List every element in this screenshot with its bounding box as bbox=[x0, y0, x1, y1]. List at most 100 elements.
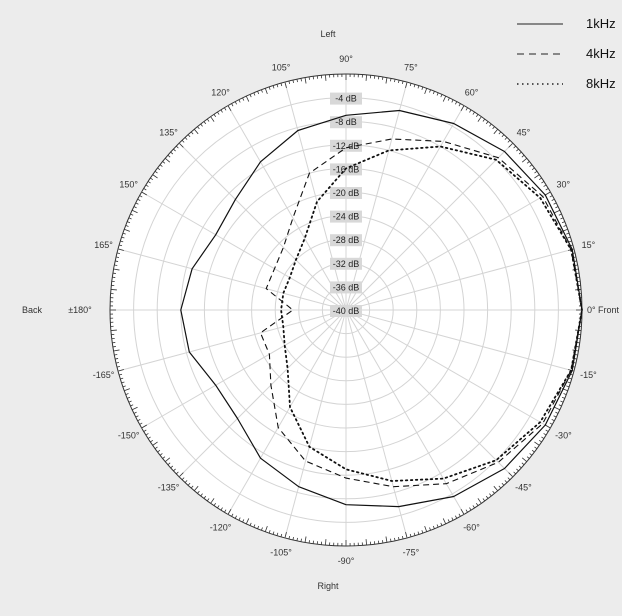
angle-tick bbox=[276, 532, 279, 536]
angle-tick bbox=[472, 505, 475, 509]
angle-tick bbox=[365, 74, 367, 81]
angle-tick bbox=[492, 490, 495, 494]
grid-spoke bbox=[117, 309, 347, 372]
angle-tick bbox=[432, 91, 435, 95]
angle-tick bbox=[561, 396, 565, 399]
angle-tick bbox=[193, 485, 199, 492]
angle-tick bbox=[429, 527, 431, 531]
db-label: -24 dB bbox=[333, 212, 360, 222]
angle-tick bbox=[127, 221, 131, 224]
angle-tick bbox=[501, 482, 505, 486]
angle-tick bbox=[220, 109, 223, 113]
angle-tick bbox=[390, 78, 392, 82]
angle-tick bbox=[560, 400, 564, 403]
angle-tick bbox=[242, 97, 245, 101]
angle-tick bbox=[120, 240, 124, 243]
angle-tick bbox=[120, 377, 124, 380]
angle-tick bbox=[128, 217, 132, 220]
angle-label: 135° bbox=[159, 128, 178, 138]
angle-tick bbox=[531, 449, 535, 453]
angle-tick bbox=[417, 85, 420, 89]
series-line-8khz bbox=[280, 145, 583, 482]
angle-tick bbox=[541, 436, 545, 439]
db-label: -32 dB bbox=[333, 259, 360, 269]
angle-tick bbox=[137, 419, 141, 422]
angle-label: -75° bbox=[403, 547, 420, 557]
angle-tick bbox=[551, 419, 555, 422]
angle-tick bbox=[115, 256, 120, 258]
grid-spoke bbox=[345, 309, 575, 372]
angle-tick bbox=[284, 81, 287, 88]
angle-tick bbox=[447, 519, 450, 523]
angle-tick bbox=[560, 217, 564, 220]
angle-tick bbox=[213, 114, 217, 118]
angle-tick bbox=[137, 198, 141, 201]
angle-tick bbox=[175, 471, 179, 475]
series-layer bbox=[180, 109, 583, 508]
angle-tick bbox=[131, 209, 138, 214]
angle-tick bbox=[249, 94, 252, 98]
angle-tick bbox=[130, 404, 134, 407]
angle-tick bbox=[516, 468, 519, 472]
angle-tick bbox=[150, 177, 154, 181]
angle-tick bbox=[405, 81, 408, 88]
angle-tick bbox=[394, 537, 396, 541]
angle-tick bbox=[227, 508, 232, 515]
angle-tick bbox=[114, 264, 118, 266]
angle-tick bbox=[143, 188, 147, 191]
angle-tick bbox=[115, 260, 119, 262]
angle-tick bbox=[498, 131, 502, 135]
angle-tick bbox=[292, 79, 294, 84]
angle-tick bbox=[143, 429, 147, 432]
angle-tick bbox=[159, 453, 163, 456]
angle-tick bbox=[114, 354, 118, 356]
angle-tick bbox=[558, 404, 562, 407]
angle-label: -120° bbox=[210, 522, 232, 532]
angle-tick bbox=[405, 532, 408, 539]
grid-spoke bbox=[284, 81, 347, 311]
grid-spoke bbox=[345, 142, 514, 311]
angle-label: -90° bbox=[338, 556, 355, 566]
angle-tick bbox=[162, 456, 166, 459]
angle-tick bbox=[280, 533, 283, 537]
angle-tick bbox=[261, 89, 263, 93]
angle-tick bbox=[164, 457, 171, 463]
angle-tick bbox=[117, 248, 124, 251]
grid-spoke bbox=[117, 248, 347, 311]
angle-tick bbox=[549, 422, 553, 425]
angle-tick bbox=[436, 92, 439, 96]
angle-tick bbox=[127, 396, 131, 399]
angle-tick bbox=[475, 114, 479, 118]
angle-tick bbox=[492, 126, 495, 130]
angle-tick bbox=[538, 439, 542, 443]
angle-tick bbox=[231, 513, 234, 517]
angle-tick bbox=[115, 358, 119, 360]
angle-tick bbox=[206, 118, 210, 122]
angle-tick bbox=[133, 411, 137, 414]
grid-spoke bbox=[345, 309, 465, 515]
angle-tick bbox=[257, 525, 260, 529]
angle-tick bbox=[261, 527, 263, 531]
angle-tick bbox=[534, 174, 540, 179]
angle-tick bbox=[296, 537, 298, 541]
angle-tick bbox=[178, 142, 184, 148]
angle-tick bbox=[493, 485, 499, 492]
angle-tick bbox=[167, 154, 171, 158]
angle-tick bbox=[238, 517, 241, 521]
angle-tick bbox=[568, 377, 572, 380]
angle-tick bbox=[210, 116, 215, 122]
angle-tick bbox=[193, 128, 199, 135]
angle-tick bbox=[122, 232, 126, 235]
angle-tick bbox=[147, 436, 151, 439]
angle-tick bbox=[164, 157, 171, 163]
angle-tick bbox=[184, 137, 188, 140]
angular-tick-labels: 90° 75° 60° 45° 30° 15° 0° -15° -30° -45° -60° -75°… bbox=[68, 54, 597, 566]
angle-tick bbox=[442, 518, 447, 525]
angle-tick bbox=[529, 453, 533, 456]
angle-tick bbox=[231, 103, 234, 107]
angle-label: 60° bbox=[465, 88, 479, 98]
angle-tick bbox=[518, 151, 522, 155]
angle-tick bbox=[504, 480, 508, 483]
legend: 1kHz 4kHz 8kHz bbox=[517, 16, 616, 91]
db-label: -4 dB bbox=[335, 94, 357, 104]
